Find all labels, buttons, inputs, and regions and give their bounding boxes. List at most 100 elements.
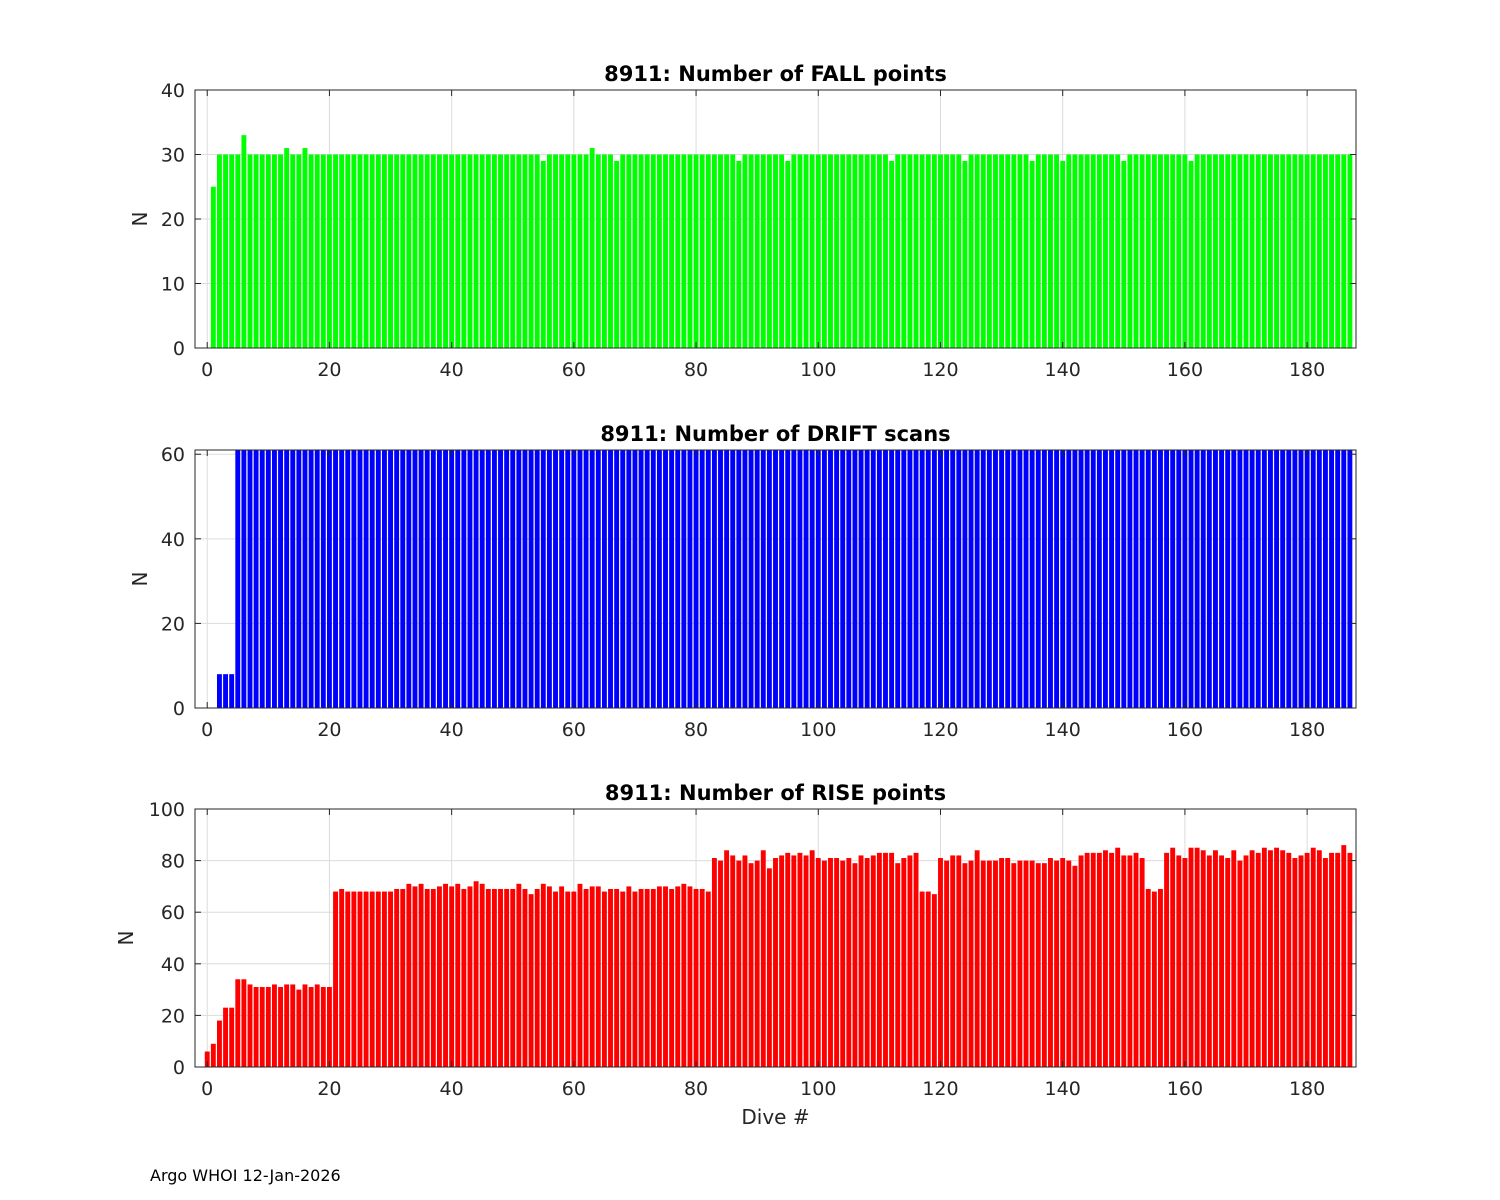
bar [259, 154, 265, 348]
bar [809, 850, 815, 1067]
bar [1219, 855, 1225, 1067]
x-tick-label: 80 [684, 359, 708, 381]
bar [559, 886, 565, 1067]
bar [504, 154, 510, 348]
bar [1084, 154, 1090, 348]
bar [742, 154, 748, 348]
bar [742, 450, 748, 708]
bar [461, 888, 467, 1067]
bar [895, 450, 901, 708]
bar [565, 891, 571, 1067]
bar [577, 883, 583, 1067]
bar [626, 450, 632, 708]
bar [815, 858, 821, 1067]
bar [791, 450, 797, 708]
bar [980, 450, 986, 708]
bar [345, 154, 351, 348]
bar [760, 154, 766, 348]
bar [1341, 845, 1347, 1067]
y-axis-label: N [128, 572, 152, 587]
bar [1249, 154, 1255, 348]
bar [241, 450, 247, 708]
bar [1145, 154, 1151, 348]
bar [675, 154, 681, 348]
bar [1206, 450, 1212, 708]
bar [516, 450, 522, 708]
bar [993, 860, 998, 1067]
bar [388, 154, 393, 348]
bar [864, 154, 870, 348]
bar [614, 160, 620, 348]
bar [1347, 852, 1353, 1067]
bar [681, 450, 687, 708]
bar [608, 888, 613, 1067]
bar [803, 855, 809, 1067]
bar [656, 154, 662, 348]
bar [876, 852, 882, 1067]
bar [1170, 154, 1176, 348]
bar [1151, 891, 1157, 1067]
bar [571, 450, 577, 708]
bar [773, 154, 778, 348]
bar [284, 984, 290, 1067]
bar [394, 888, 400, 1067]
bar [1323, 858, 1328, 1067]
bar [1066, 860, 1072, 1067]
bar [595, 154, 601, 348]
bar [1298, 154, 1304, 348]
bar [296, 989, 302, 1067]
bar [1139, 450, 1145, 708]
bar [1323, 450, 1328, 708]
bar [803, 450, 809, 708]
bar [944, 154, 950, 348]
x-tick-label: 40 [440, 719, 464, 741]
bar [601, 154, 607, 348]
bar [1005, 858, 1011, 1067]
bar [314, 154, 320, 348]
bar [577, 154, 583, 348]
bar [278, 450, 283, 708]
bar [632, 154, 638, 348]
bar [754, 450, 760, 708]
bar [858, 154, 864, 348]
bar [1133, 154, 1139, 348]
bar [766, 154, 772, 348]
bar [1261, 450, 1267, 708]
axes-frame [194, 808, 1357, 1068]
bar [1035, 450, 1041, 708]
bar [1176, 855, 1182, 1067]
bar [1072, 865, 1078, 1067]
bar [950, 450, 956, 708]
bar [577, 450, 583, 708]
bar [711, 154, 717, 348]
bar [534, 154, 540, 348]
bar [986, 450, 992, 708]
bar [999, 154, 1005, 348]
bar [565, 154, 571, 348]
bar [320, 450, 326, 708]
bar [931, 450, 937, 708]
bar [430, 888, 436, 1067]
bar [1347, 450, 1353, 708]
bar [1048, 154, 1053, 348]
bar [1041, 154, 1047, 348]
bar [1194, 154, 1200, 348]
bar [1090, 154, 1096, 348]
bar [1237, 860, 1243, 1067]
bar [986, 154, 992, 348]
bar [864, 450, 870, 708]
bar [394, 450, 400, 708]
bar [1035, 863, 1041, 1067]
bar [980, 860, 986, 1067]
bar [974, 850, 980, 1067]
bar [455, 154, 461, 348]
bar [1268, 850, 1273, 1067]
bar [803, 154, 809, 348]
bar [345, 450, 351, 708]
bar [278, 154, 283, 348]
y-tick-label: 20 [161, 613, 185, 635]
bar [944, 450, 950, 708]
bar [443, 883, 448, 1067]
bar [1292, 154, 1298, 348]
x-tick-label: 180 [1289, 359, 1325, 381]
